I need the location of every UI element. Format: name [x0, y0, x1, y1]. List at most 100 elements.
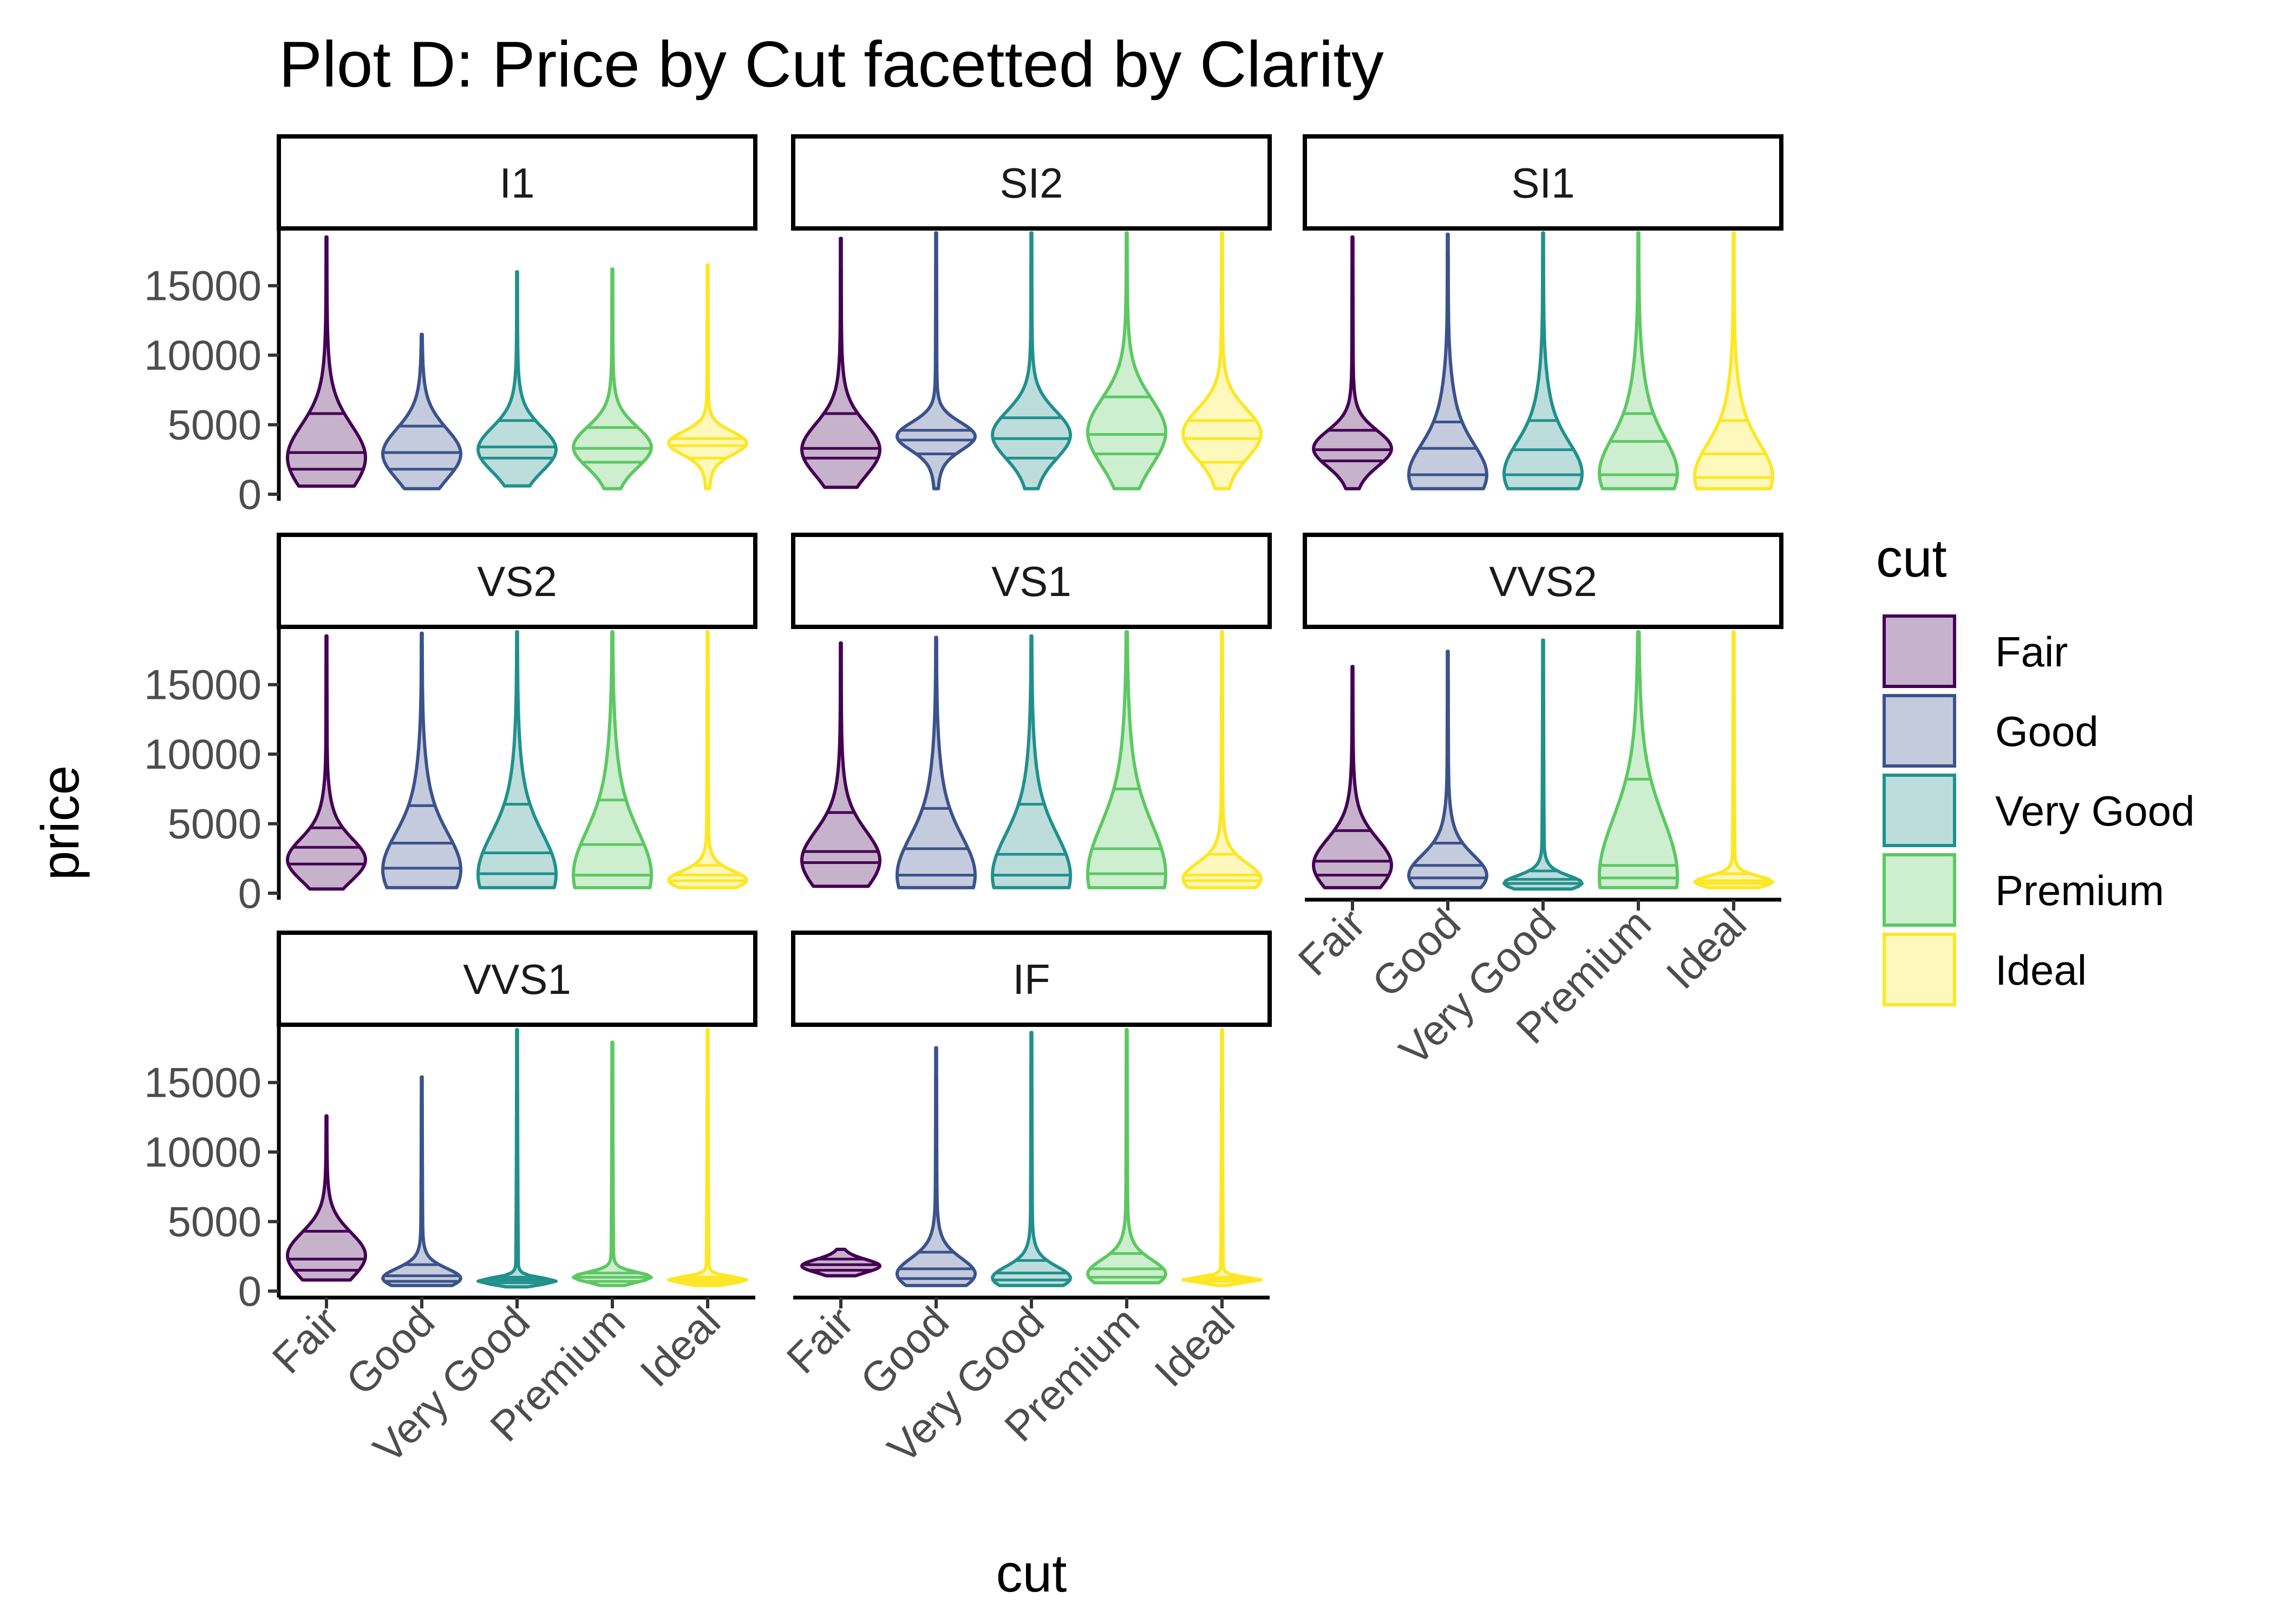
- facet-strip-label: VVS1: [463, 955, 571, 1003]
- legend-key: [1883, 853, 1956, 927]
- violin-very-good: [991, 1031, 1072, 1287]
- violin-ideal: [667, 1028, 748, 1287]
- facet-strip: [791, 533, 1272, 629]
- facet-strip: [277, 533, 757, 629]
- violin-good: [381, 332, 462, 490]
- y-tick-label: 15000: [144, 661, 262, 709]
- legend-key: [1883, 614, 1956, 688]
- legend-title: cut: [1876, 528, 1947, 588]
- facet-si2: SI2: [791, 134, 1272, 490]
- violin-fair: [1312, 665, 1393, 889]
- legend-items: Fair Good Very Good Premium Ideal: [1883, 614, 2195, 1006]
- y-tick-label: 5000: [167, 800, 262, 848]
- y-tick-label: 10000: [144, 1128, 262, 1176]
- y-tick-label: 10000: [144, 331, 262, 379]
- violin-ideal: [1693, 231, 1774, 490]
- violin-very-good: [991, 231, 1072, 490]
- legend-label: Good: [1995, 708, 2099, 755]
- y-tick-label: 5000: [167, 1198, 262, 1246]
- legend-item-good: Good: [1883, 694, 2099, 768]
- legend-item-premium: Premium: [1883, 853, 2164, 927]
- x-tick-label: Ideal: [1145, 1298, 1244, 1396]
- legend-key: [1883, 694, 1956, 768]
- violin-ideal: [1181, 630, 1263, 889]
- violin-very-good: [1502, 231, 1584, 490]
- legend-key: [1883, 774, 1956, 847]
- facet-vs1: VS1: [791, 533, 1272, 889]
- violin-fair: [286, 634, 367, 891]
- y-tick-label: 10000: [144, 730, 262, 778]
- violin-fair: [800, 1247, 881, 1278]
- violin-good: [896, 636, 977, 889]
- x-tick-label: Ideal: [1657, 900, 1755, 998]
- violin-very-good: [476, 630, 558, 889]
- legend-label: Very Good: [1995, 787, 2195, 835]
- y-axis-title: price: [30, 765, 90, 880]
- legend-label: Ideal: [1995, 946, 2087, 994]
- facet-strip: [1303, 134, 1783, 231]
- facet-strip: [791, 134, 1272, 231]
- violin-premium: [572, 267, 653, 490]
- violin-very-good: [476, 1028, 558, 1289]
- legend-label: Premium: [1995, 867, 2164, 914]
- x-tick-label: Fair: [1289, 900, 1374, 985]
- facets-group: I1 0 5000 10000 15000 SI2 SI1 VS2 0 5000 10000 1500…: [144, 134, 1783, 1472]
- violin-fair: [800, 237, 881, 489]
- facet-si1: SI1: [1303, 134, 1783, 490]
- x-tick-label: Ideal: [631, 1298, 729, 1396]
- violin-fair: [800, 641, 881, 888]
- violin-fair: [1312, 235, 1393, 490]
- violin-good: [381, 1075, 462, 1287]
- violin-very-good: [991, 634, 1072, 889]
- chart-title: Plot D: Price by Cut facetted by Clarity: [279, 28, 1384, 101]
- violin-premium: [1086, 1028, 1167, 1285]
- legend-item-ideal: Ideal: [1883, 933, 2087, 1006]
- violin-ideal: [667, 630, 748, 889]
- violin-very-good: [476, 270, 558, 488]
- x-axis-title: cut: [996, 1543, 1067, 1603]
- legend: cut Fair Good Very Good Premium Ideal: [1876, 528, 2195, 1006]
- facet-strip-label: SI2: [999, 159, 1063, 207]
- x-tick-label: Fair: [777, 1298, 862, 1383]
- facet-strip-label: VS1: [991, 558, 1071, 605]
- y-tick-label: 5000: [167, 401, 262, 449]
- facet-strip-label: SI1: [1511, 159, 1574, 207]
- facet-strip: [277, 134, 757, 231]
- facet-strip-label: I1: [499, 159, 534, 207]
- violin-good: [1407, 232, 1488, 490]
- y-tick-label: 0: [238, 470, 262, 518]
- violin-good: [381, 631, 462, 889]
- violin-premium: [1598, 630, 1679, 889]
- y-tick-label: 15000: [144, 1059, 262, 1106]
- violin-premium: [572, 1040, 653, 1287]
- x-tick-label: Fair: [263, 1298, 348, 1383]
- facet-strip-label: VS2: [477, 558, 557, 605]
- violin-premium: [572, 630, 653, 889]
- legend-item-fair: Fair: [1883, 614, 2068, 688]
- facet-strip: [1303, 533, 1783, 629]
- legend-key: [1883, 933, 1956, 1006]
- violin-fair: [286, 235, 367, 488]
- facet-strip-label: IF: [1012, 955, 1050, 1003]
- y-tick-label: 15000: [144, 262, 262, 310]
- violin-ideal: [1181, 231, 1263, 490]
- violin-premium: [1086, 231, 1167, 490]
- violin-good: [1407, 650, 1488, 889]
- legend-label: Fair: [1995, 628, 2068, 676]
- facet-strip: [277, 931, 757, 1027]
- violin-premium: [1086, 630, 1167, 889]
- violin-ideal: [1181, 1028, 1263, 1287]
- y-tick-label: 0: [238, 1267, 262, 1315]
- violin-premium: [1598, 231, 1679, 490]
- facet-vs2: VS2 0 5000 10000 15000: [144, 533, 757, 917]
- y-tick-label: 0: [238, 869, 262, 917]
- violin-ideal: [667, 263, 748, 490]
- violin-good: [896, 231, 977, 490]
- violin-fair: [286, 1114, 367, 1282]
- violin-good: [896, 1046, 977, 1287]
- violin-very-good: [1502, 638, 1584, 891]
